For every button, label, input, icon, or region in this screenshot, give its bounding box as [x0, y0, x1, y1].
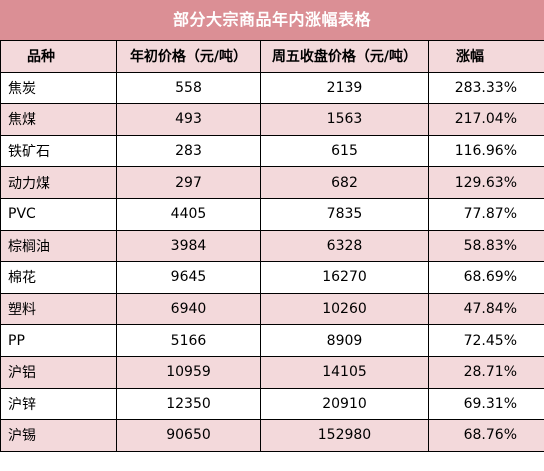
- cell-commodity: 塑料: [0, 292, 117, 326]
- cell-change: 69.31%: [428, 387, 544, 421]
- table-row: 棕榈油 3984 6328 58.83%: [0, 229, 544, 263]
- cell-commodity: 棉花: [0, 261, 117, 294]
- header-start-price: 年初价格（元/吨）: [116, 40, 261, 73]
- header-commodity: 品种: [0, 40, 117, 73]
- cell-start-price: 12350: [116, 387, 261, 421]
- commodity-price-table: 品种 年初价格（元/吨） 周五收盘价格（元/吨） 涨幅 焦炭 558 2139 283…: [0, 40, 544, 452]
- cell-change: 28.71%: [428, 355, 544, 389]
- table-row: 沪铝 10959 14105 28.71%: [0, 355, 544, 389]
- cell-commodity: PP: [0, 324, 117, 357]
- cell-change: 116.96%: [428, 134, 544, 168]
- cell-start-price: 6940: [116, 292, 261, 326]
- table-row: 焦炭 558 2139 283.33%: [0, 71, 544, 105]
- cell-close-price: 20910: [260, 387, 429, 421]
- header-change: 涨幅: [428, 40, 544, 73]
- cell-change: 58.83%: [428, 229, 544, 263]
- cell-change: 47.84%: [428, 292, 544, 326]
- table-title: 部分大宗商品年内涨幅表格: [0, 0, 544, 40]
- cell-close-price: 8909: [260, 324, 429, 357]
- cell-commodity: 动力煤: [0, 166, 117, 199]
- cell-change: 68.76%: [428, 419, 544, 452]
- table-body: 焦炭 558 2139 283.33% 焦煤 493 1563 217.04% 铁矿石 283 61…: [0, 71, 544, 452]
- cell-start-price: 297: [116, 166, 261, 199]
- cell-close-price: 14105: [260, 355, 429, 389]
- cell-change: 68.69%: [428, 261, 544, 294]
- table-row: 焦煤 493 1563 217.04%: [0, 103, 544, 136]
- cell-close-price: 1563: [260, 103, 429, 136]
- table-row: 沪锌 12350 20910 69.31%: [0, 387, 544, 421]
- header-close-price: 周五收盘价格（元/吨）: [260, 40, 429, 73]
- cell-start-price: 5166: [116, 324, 261, 357]
- table-row: 铁矿石 283 615 116.96%: [0, 134, 544, 168]
- cell-start-price: 3984: [116, 229, 261, 263]
- cell-start-price: 558: [116, 71, 261, 105]
- cell-start-price: 9645: [116, 261, 261, 294]
- cell-start-price: 10959: [116, 355, 261, 389]
- table-row: 动力煤 297 682 129.63%: [0, 166, 544, 199]
- cell-close-price: 152980: [260, 419, 429, 452]
- cell-close-price: 682: [260, 166, 429, 199]
- header-row: 品种 年初价格（元/吨） 周五收盘价格（元/吨） 涨幅: [0, 40, 544, 73]
- cell-commodity: 沪锡: [0, 419, 117, 452]
- cell-start-price: 4405: [116, 197, 261, 231]
- table-row: 塑料 6940 10260 47.84%: [0, 292, 544, 326]
- cell-change: 283.33%: [428, 71, 544, 105]
- cell-commodity: 铁矿石: [0, 134, 117, 168]
- cell-change: 77.87%: [428, 197, 544, 231]
- table-row: 沪锡 90650 152980 68.76%: [0, 419, 544, 452]
- table-row: PP 5166 8909 72.45%: [0, 324, 544, 357]
- cell-commodity: PVC: [0, 197, 117, 231]
- cell-close-price: 10260: [260, 292, 429, 326]
- cell-commodity: 沪铝: [0, 355, 117, 389]
- cell-close-price: 6328: [260, 229, 429, 263]
- cell-commodity: 棕榈油: [0, 229, 117, 263]
- cell-start-price: 283: [116, 134, 261, 168]
- cell-close-price: 7835: [260, 197, 429, 231]
- table-row: PVC 4405 7835 77.87%: [0, 197, 544, 231]
- cell-commodity: 沪锌: [0, 387, 117, 421]
- table-row: 棉花 9645 16270 68.69%: [0, 261, 544, 294]
- cell-change: 129.63%: [428, 166, 544, 199]
- cell-commodity: 焦煤: [0, 103, 117, 136]
- cell-start-price: 493: [116, 103, 261, 136]
- cell-close-price: 615: [260, 134, 429, 168]
- cell-close-price: 2139: [260, 71, 429, 105]
- cell-start-price: 90650: [116, 419, 261, 452]
- cell-change: 72.45%: [428, 324, 544, 357]
- cell-commodity: 焦炭: [0, 71, 117, 105]
- cell-close-price: 16270: [260, 261, 429, 294]
- cell-change: 217.04%: [428, 103, 544, 136]
